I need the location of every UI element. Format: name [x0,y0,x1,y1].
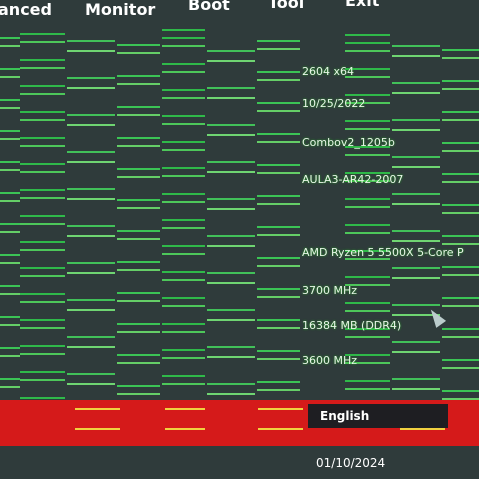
menu-tab[interactable]: anced [0,0,52,19]
date-field[interactable]: 01/10/2024 [316,456,386,470]
glitch-lines [257,28,300,400]
info-value: AULA3-AR42-2007 [302,173,404,186]
glitch-lines [75,400,120,446]
glitch-lines [67,28,115,400]
menu-tab[interactable]: Exit [345,0,380,10]
glitch-lines [392,28,440,400]
glitch-lines [442,28,479,400]
glitch-lines [117,28,160,400]
menu-tab[interactable]: Tool [268,0,305,12]
info-value: 16384 MB (DDR4) [302,319,402,332]
glitch-lines [162,28,205,400]
glitch-lines [165,400,205,446]
info-value: 2604 x64 [302,65,354,78]
menu-tab[interactable]: Boot [188,0,230,14]
info-value: 3600 MHz [302,354,358,367]
info-value: 3700 MHz [302,284,358,297]
info-value: 10/25/2022 [302,97,366,110]
glitch-lines [258,400,303,446]
info-value: AMD Ryzen 5 5500X 5-Core P [302,246,464,259]
glitch-lines [345,28,390,400]
glitch-lines [20,28,65,400]
glitch-lines [0,28,20,400]
info-value: Combov2_1205b [302,136,395,149]
language-field[interactable]: English [308,404,448,428]
glitch-lines [207,28,255,400]
menu-tab[interactable]: Monitor [85,0,156,19]
